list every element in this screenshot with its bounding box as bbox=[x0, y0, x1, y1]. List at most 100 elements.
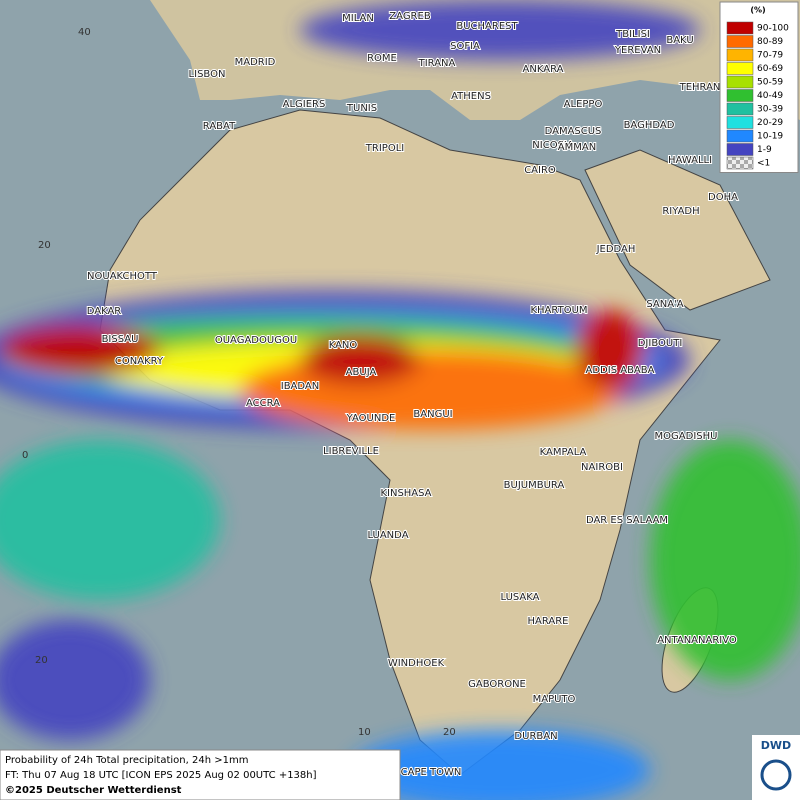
legend-swatch bbox=[726, 102, 754, 116]
grid-labels: 40 20 0 20 10 20 bbox=[22, 27, 456, 738]
city-label: KAMPALA bbox=[540, 447, 587, 458]
legend-label: 80-89 bbox=[757, 37, 783, 47]
city-label: WINDHOEK bbox=[388, 658, 445, 669]
city-label: MAPUTO bbox=[533, 694, 576, 705]
legend-swatch bbox=[726, 75, 754, 89]
city-label: DAMASCUS bbox=[545, 126, 602, 137]
city-label: BANGUI bbox=[413, 409, 452, 420]
city-label: HARARE bbox=[527, 616, 568, 627]
legend-label: 40-49 bbox=[757, 91, 783, 101]
city-label: DOHA bbox=[708, 192, 738, 203]
city-label: ANKARA bbox=[523, 64, 564, 75]
city-label: LIBREVILLE bbox=[323, 446, 379, 457]
legend-swatch bbox=[726, 143, 754, 156]
footer-title: Probability of 24h Total precipitation, … bbox=[5, 755, 248, 766]
grid-label: 20 bbox=[38, 240, 51, 251]
city-label: ALGIERS bbox=[283, 99, 326, 110]
city-label: NICOSIA bbox=[532, 140, 574, 151]
city-label: IBADAN bbox=[281, 381, 320, 392]
city-label: CONAKRY bbox=[115, 356, 164, 367]
city-label: MADRID bbox=[235, 57, 276, 68]
city-label: RABAT bbox=[203, 121, 236, 132]
city-label: SOFIA bbox=[450, 41, 480, 52]
footer-time: FT: Thu 07 Aug 18 UTC [ICON EPS 2025 Aug… bbox=[5, 770, 317, 781]
city-label: ACCRA bbox=[246, 398, 280, 409]
city-label: KHARTOUM bbox=[530, 305, 587, 316]
city-label: ROME bbox=[367, 53, 397, 64]
city-label: MOGADISHU bbox=[655, 431, 718, 442]
grid-label: 0 bbox=[22, 450, 28, 461]
city-label: CAIRO bbox=[524, 165, 556, 176]
city-label: LUSAKA bbox=[501, 592, 540, 603]
city-label: KANO bbox=[329, 340, 358, 351]
legend-label: 20-29 bbox=[757, 118, 783, 128]
city-label: TEHRAN bbox=[679, 82, 721, 93]
city-label: KINSHASA bbox=[380, 488, 431, 499]
city-label: TRIPOLI bbox=[365, 143, 404, 154]
city-label: CAPE TOWN bbox=[401, 767, 462, 778]
city-label: ATHENS bbox=[451, 91, 491, 102]
grid-label: 40 bbox=[78, 27, 91, 38]
grid-label: 20 bbox=[443, 727, 456, 738]
city-label: OUAGADOUGOU bbox=[215, 335, 297, 346]
logo-icon bbox=[760, 759, 792, 791]
city-label: RIYADH bbox=[662, 206, 699, 217]
city-label: DAKAR bbox=[87, 306, 122, 317]
city-label: NOUAKCHOTT bbox=[87, 271, 158, 282]
city-label: BISSAU bbox=[102, 334, 139, 345]
grid-label: 10 bbox=[358, 727, 371, 738]
grid-label: 20 bbox=[35, 655, 48, 666]
footer-copyright: ©2025 Deutscher Wetterdienst bbox=[5, 785, 182, 796]
city-label: ZAGREB bbox=[389, 11, 431, 22]
legend-label: <1 bbox=[757, 159, 770, 169]
legend-label: 90-100 bbox=[757, 24, 789, 34]
city-label: TUNIS bbox=[346, 103, 377, 114]
city-label: TIRANA bbox=[418, 58, 456, 69]
legend-label: 30-39 bbox=[757, 105, 783, 115]
city-label: DJIBOUTI bbox=[638, 338, 683, 349]
legend-label: 70-79 bbox=[757, 51, 783, 61]
city-label: YAOUNDE bbox=[346, 413, 396, 424]
city-label: TBILISI bbox=[615, 29, 650, 40]
legend-label: 50-59 bbox=[757, 78, 783, 88]
city-label: AMMAN bbox=[558, 142, 596, 153]
legend-title: (%) bbox=[750, 6, 765, 15]
city-label: SANA'A bbox=[646, 299, 683, 310]
city-label: ANTANANARIVO bbox=[657, 635, 737, 646]
city-label: LISBON bbox=[189, 69, 226, 80]
city-label: BUJUMBURA bbox=[504, 480, 565, 491]
city-label: DAR ES SALAAM bbox=[586, 515, 668, 526]
legend-label: 1-9 bbox=[757, 145, 772, 155]
city-label: DURBAN bbox=[514, 731, 557, 742]
legend-label: 60-69 bbox=[757, 64, 783, 74]
legend-swatch bbox=[726, 48, 754, 62]
city-label: ALEPPO bbox=[564, 99, 603, 110]
city-label: BAGHDAD bbox=[624, 120, 675, 131]
city-label: LUANDA bbox=[367, 530, 408, 541]
city-label: ADDIS ABABA bbox=[586, 365, 655, 376]
city-label: HAWALLI bbox=[668, 155, 712, 166]
city-label: JEDDAH bbox=[596, 244, 636, 255]
city-label: GABORONE bbox=[468, 679, 526, 690]
city-label: MILAN bbox=[342, 13, 374, 24]
legend-swatch bbox=[726, 35, 754, 48]
city-label: BUCHAREST bbox=[456, 21, 518, 32]
arabia bbox=[584, 149, 771, 311]
legend-swatch bbox=[726, 116, 754, 129]
city-label: BAKU bbox=[666, 35, 693, 46]
legend-label: 10-19 bbox=[757, 132, 783, 142]
legend: (%) 90-100 80-89 70-79 60-69 50-59 40-49 30-39 2… bbox=[719, 1, 799, 173]
legend-swatch bbox=[726, 89, 754, 102]
legend-swatch bbox=[726, 21, 754, 35]
city-labels: MILAN ZAGREB BUCHAREST TBILISI BAKU LISBON MAD… bbox=[86, 10, 739, 779]
city-label: NAIROBI bbox=[581, 462, 623, 473]
logo: DWD bbox=[761, 739, 791, 752]
city-label: ABUJA bbox=[346, 367, 377, 378]
legend-swatch bbox=[726, 129, 754, 143]
legend-swatch bbox=[726, 156, 754, 170]
city-label: YEREVAN bbox=[614, 45, 661, 56]
legend-swatch bbox=[726, 62, 754, 75]
